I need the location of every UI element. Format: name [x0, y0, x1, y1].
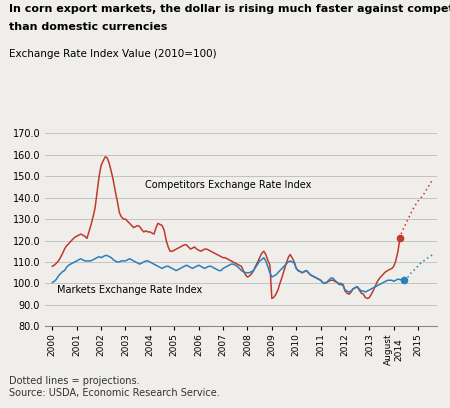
- Text: Exchange Rate Index Value (2010=100): Exchange Rate Index Value (2010=100): [9, 49, 216, 59]
- Text: In corn export markets, the dollar is rising much faster against competitor curr: In corn export markets, the dollar is ri…: [9, 4, 450, 14]
- Text: Dotted lines = projections.
Source: USDA, Economic Research Service.: Dotted lines = projections. Source: USDA…: [9, 376, 220, 398]
- Text: Competitors Exchange Rate Index: Competitors Exchange Rate Index: [145, 180, 311, 190]
- Text: than domestic currencies: than domestic currencies: [9, 22, 167, 33]
- Text: Markets Exchange Rate Index: Markets Exchange Rate Index: [57, 285, 202, 295]
